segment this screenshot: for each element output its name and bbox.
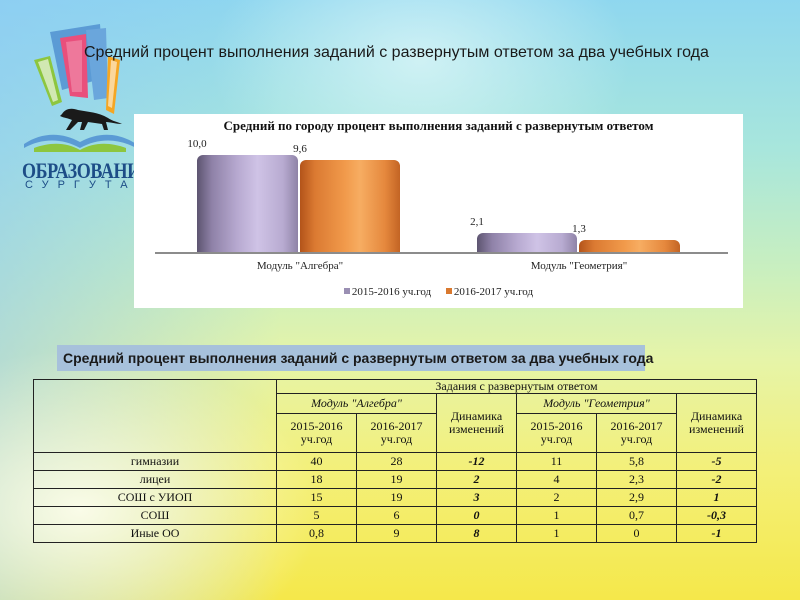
cell: 1 — [516, 524, 597, 543]
cell-dynamics: -2 — [676, 470, 757, 489]
x-tick-label: Модуль "Геометрия" — [530, 260, 628, 272]
row-label: СОШ с УИОП — [33, 488, 277, 507]
cell: 18 — [276, 470, 357, 489]
legend-item: 2016-2017 уч.год — [445, 286, 533, 298]
row-label: гимназии — [33, 452, 277, 471]
data-label: 9,6 — [293, 143, 307, 155]
data-label: 1,3 — [572, 223, 586, 235]
cell: 19 — [356, 488, 437, 507]
header-module-geometry: Модуль "Геометрия" — [516, 393, 677, 414]
cell-dynamics: 8 — [436, 524, 517, 543]
logo: ОБРАЗОВАНИЕ СУРГУТА — [22, 18, 153, 191]
cell-dynamics: 3 — [436, 488, 517, 507]
cell: 28 — [356, 452, 437, 471]
row-label: Иные ОО — [33, 524, 277, 543]
row-label: лицеи — [33, 470, 277, 489]
cell: 15 — [276, 488, 357, 507]
cell: 2 — [516, 488, 597, 507]
table-row: СОШ с УИОП 15 19 3 2 2,9 1 — [33, 488, 757, 507]
table-row: СОШ 5 6 0 1 0,7 -0,3 — [33, 506, 757, 525]
legend-item: 2015-2016 уч.год — [343, 286, 431, 298]
cell-dynamics: 2 — [436, 470, 517, 489]
bar-geometry-2016 — [579, 240, 680, 252]
logo-books-icon — [24, 24, 136, 152]
table-banner: Средний процент выполнения заданий с раз… — [57, 345, 653, 371]
header-dynamics-geometry: Динамика изменений — [676, 393, 757, 453]
x-tick-label: Модуль "Алгебра" — [256, 260, 344, 272]
table-row: гимназии 40 28 -12 11 5,8 -5 — [33, 452, 757, 471]
cell: 0,7 — [596, 506, 677, 525]
header-year: 2016-2017 уч.год — [356, 413, 437, 453]
cell: 9 — [356, 524, 437, 543]
header-dynamics-algebra: Динамика изменений — [436, 393, 517, 453]
chart-legend: 2015-2016 уч.год 2016-2017 уч.год — [134, 286, 743, 298]
bar-chart: Средний по городу процент выполнения зад… — [134, 114, 743, 308]
results-table: Задания с развернутым ответом Модуль "Ал… — [33, 379, 757, 543]
header-year: 2015-2016 уч.год — [516, 413, 597, 453]
bar-algebra-2015 — [197, 155, 298, 252]
cell: 5,8 — [596, 452, 677, 471]
logo-subtitle: СУРГУТА — [25, 179, 137, 191]
x-axis — [155, 252, 728, 254]
cell: 40 — [276, 452, 357, 471]
data-label: 2,1 — [470, 216, 484, 228]
row-label: СОШ — [33, 506, 277, 525]
cell: 11 — [516, 452, 597, 471]
cell-dynamics: 1 — [676, 488, 757, 507]
cell: 4 — [516, 470, 597, 489]
header-group: Задания с развернутым ответом — [276, 379, 757, 394]
table-header-row: 2015-2016 уч.год 2016-2017 уч.год 2015-2… — [34, 413, 757, 453]
cell: 6 — [356, 506, 437, 525]
cell-dynamics: 0 — [436, 506, 517, 525]
cell: 0 — [596, 524, 677, 543]
cell: 5 — [276, 506, 357, 525]
cell: 2,9 — [596, 488, 677, 507]
chart-title: Средний по городу процент выполнения зад… — [223, 118, 654, 133]
cell: 19 — [356, 470, 437, 489]
header-module-algebra: Модуль "Алгебра" — [276, 393, 437, 414]
table-row: Иные ОО 0,8 9 8 1 0 -1 — [33, 524, 757, 543]
header-blank-cell — [33, 379, 277, 453]
cell: 2,3 — [596, 470, 677, 489]
cell-dynamics: -0,3 — [676, 506, 757, 525]
table-header-row: Задания с развернутым ответом — [33, 379, 757, 453]
bar-algebra-2016 — [300, 160, 400, 252]
legend-swatch-icon — [343, 288, 350, 294]
cell-dynamics: -12 — [436, 452, 517, 471]
legend-swatch-icon — [445, 288, 452, 294]
table-row: лицеи 18 19 2 4 2,3 -2 — [33, 470, 757, 489]
cell: 0,8 — [276, 524, 357, 543]
bar-geometry-2015 — [477, 233, 577, 252]
header-year: 2016-2017 уч.год — [596, 413, 677, 453]
data-label: 10,0 — [187, 138, 207, 150]
header-year: 2015-2016 уч.год — [276, 413, 357, 453]
cell-dynamics: -1 — [676, 524, 757, 543]
logo-title: ОБРАЗОВАНИЕ — [22, 158, 153, 183]
cell-dynamics: -5 — [676, 452, 757, 471]
cell: 1 — [516, 506, 597, 525]
page-title: Средний процент выполнения заданий с раз… — [84, 44, 709, 61]
